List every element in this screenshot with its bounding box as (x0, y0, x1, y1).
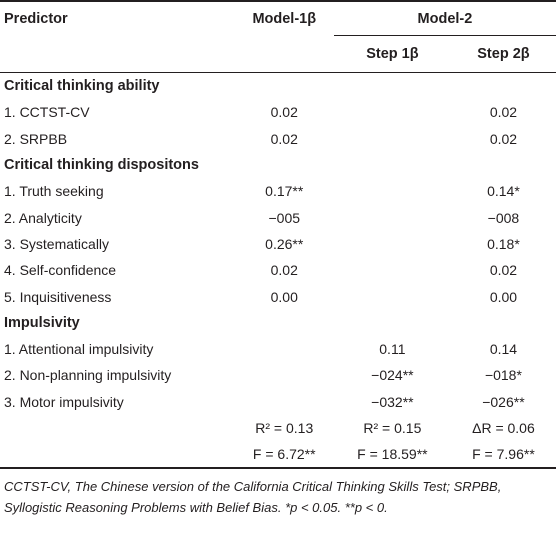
stats-label (0, 415, 235, 441)
predictor-header: Predictor (0, 0, 235, 36)
row-label: 5. Inquisitiveness (4, 288, 112, 305)
model1-value: 0.26** (265, 235, 304, 252)
row-label: 3. Systematically (4, 235, 110, 252)
table-row: 5. Inquisitiveness 0.00 0.00 (0, 283, 556, 309)
table-row: 4. Self-confidence 0.02 0.02 (0, 257, 556, 283)
step2-value: −008 (487, 209, 520, 226)
table-footnote: CCTST-CV, The Chinese version of the Cal… (4, 479, 502, 515)
table-row: 1. Truth seeking 0.17** 0.14* (0, 178, 556, 204)
model1-header: Model-1β (234, 0, 334, 36)
model1-value: 0.02 (270, 104, 298, 121)
table-body: Predictor Model-1β Model-2 Step 1β Step … (0, 0, 556, 470)
section-row: Critical thinking ability (0, 73, 556, 100)
row-label: 4. Self-confidence (4, 262, 117, 279)
step2-value: −018* (484, 367, 522, 384)
regression-table: Predictor Model-1β Model-2 Step 1β Step … (0, 0, 556, 470)
stats-row: R² = 0.13 R² = 0.15 ΔR = 0.06 (0, 415, 556, 441)
step2-value: 0.02 (489, 262, 518, 279)
model1-stat: R² = 0.13 (255, 420, 314, 436)
step2-value: 0.14 (489, 341, 518, 358)
predictor-header-blank (0, 35, 235, 73)
step2-stat: ΔR = 0.06 (472, 420, 535, 436)
table-row: 2. Non-planning impulsivity −024** −018* (0, 362, 556, 388)
header-row-1: Predictor Model-1β Model-2 (0, 0, 556, 36)
step2-header: Step 2β (450, 35, 556, 73)
step1-value (334, 283, 451, 309)
model1-value (235, 362, 334, 388)
model2-header: Model-2 (333, 0, 556, 36)
row-label: 1. Attentional impulsivity (4, 341, 154, 358)
header-row-2: Step 1β Step 2β (0, 35, 556, 73)
step1-value (334, 178, 451, 204)
section-title: Critical thinking dispositons (4, 157, 199, 174)
model1-value (235, 389, 334, 415)
section-title: Impulsivity (4, 314, 80, 331)
step1-stat: F = 18.59** (333, 441, 451, 470)
step1-value (334, 257, 451, 283)
model1-value: 0.02 (270, 130, 298, 147)
table-row: 3. Systematically 0.26** 0.18* (0, 231, 556, 257)
stats-label (0, 441, 235, 470)
section-row: Impulsivity (0, 310, 556, 336)
step2-value: 0.00 (489, 288, 518, 305)
step2-value: −026** (482, 393, 525, 410)
row-label: 2. Non-planning impulsivity (4, 367, 172, 384)
step2-stat: F = 7.96** (450, 441, 556, 470)
model1-value (235, 336, 334, 362)
step1-value (334, 126, 451, 152)
table-row: 2. Analyticity −005 −008 (0, 204, 556, 230)
model1-header-blank (234, 35, 334, 73)
row-label: 1. Truth seeking (4, 183, 104, 200)
step1-value (334, 204, 451, 230)
row-label: 2. Analyticity (4, 209, 82, 226)
table-row: 1. Attentional impulsivity 0.11 0.14 (0, 336, 556, 362)
section-row: Critical thinking dispositons (0, 152, 556, 178)
row-label: 1. CCTST-CV (4, 104, 90, 121)
model1-value: −005 (268, 209, 301, 226)
model1-stat: F = 6.72** (234, 441, 334, 470)
step1-value: 0.11 (379, 341, 406, 358)
table-row: 3. Motor impulsivity −032** −026** (0, 389, 556, 415)
section-title: Critical thinking ability (4, 78, 160, 95)
step1-value: −032** (371, 393, 414, 410)
row-label: 3. Motor impulsivity (4, 393, 124, 410)
model1-value: 0.00 (270, 288, 298, 305)
model1-value: 0.02 (270, 262, 298, 279)
step1-value (334, 99, 451, 125)
step2-value: 0.18* (487, 235, 520, 252)
step1-value: −024** (371, 367, 414, 384)
stats-row: F = 6.72** F = 18.59** F = 7.96** (0, 441, 556, 470)
step1-stat: R² = 0.15 (363, 420, 422, 436)
step1-header: Step 1β (333, 35, 451, 73)
row-label: 2. SRPBB (4, 130, 68, 147)
model1-value: 0.17** (265, 183, 304, 200)
step2-value: 0.02 (489, 104, 518, 121)
step1-value (334, 231, 451, 257)
table-row: 2. SRPBB 0.02 0.02 (0, 126, 556, 152)
step2-value: 0.14* (487, 183, 520, 200)
table-row: 1. CCTST-CV 0.02 0.02 (0, 99, 556, 125)
step2-value: 0.02 (489, 130, 518, 147)
